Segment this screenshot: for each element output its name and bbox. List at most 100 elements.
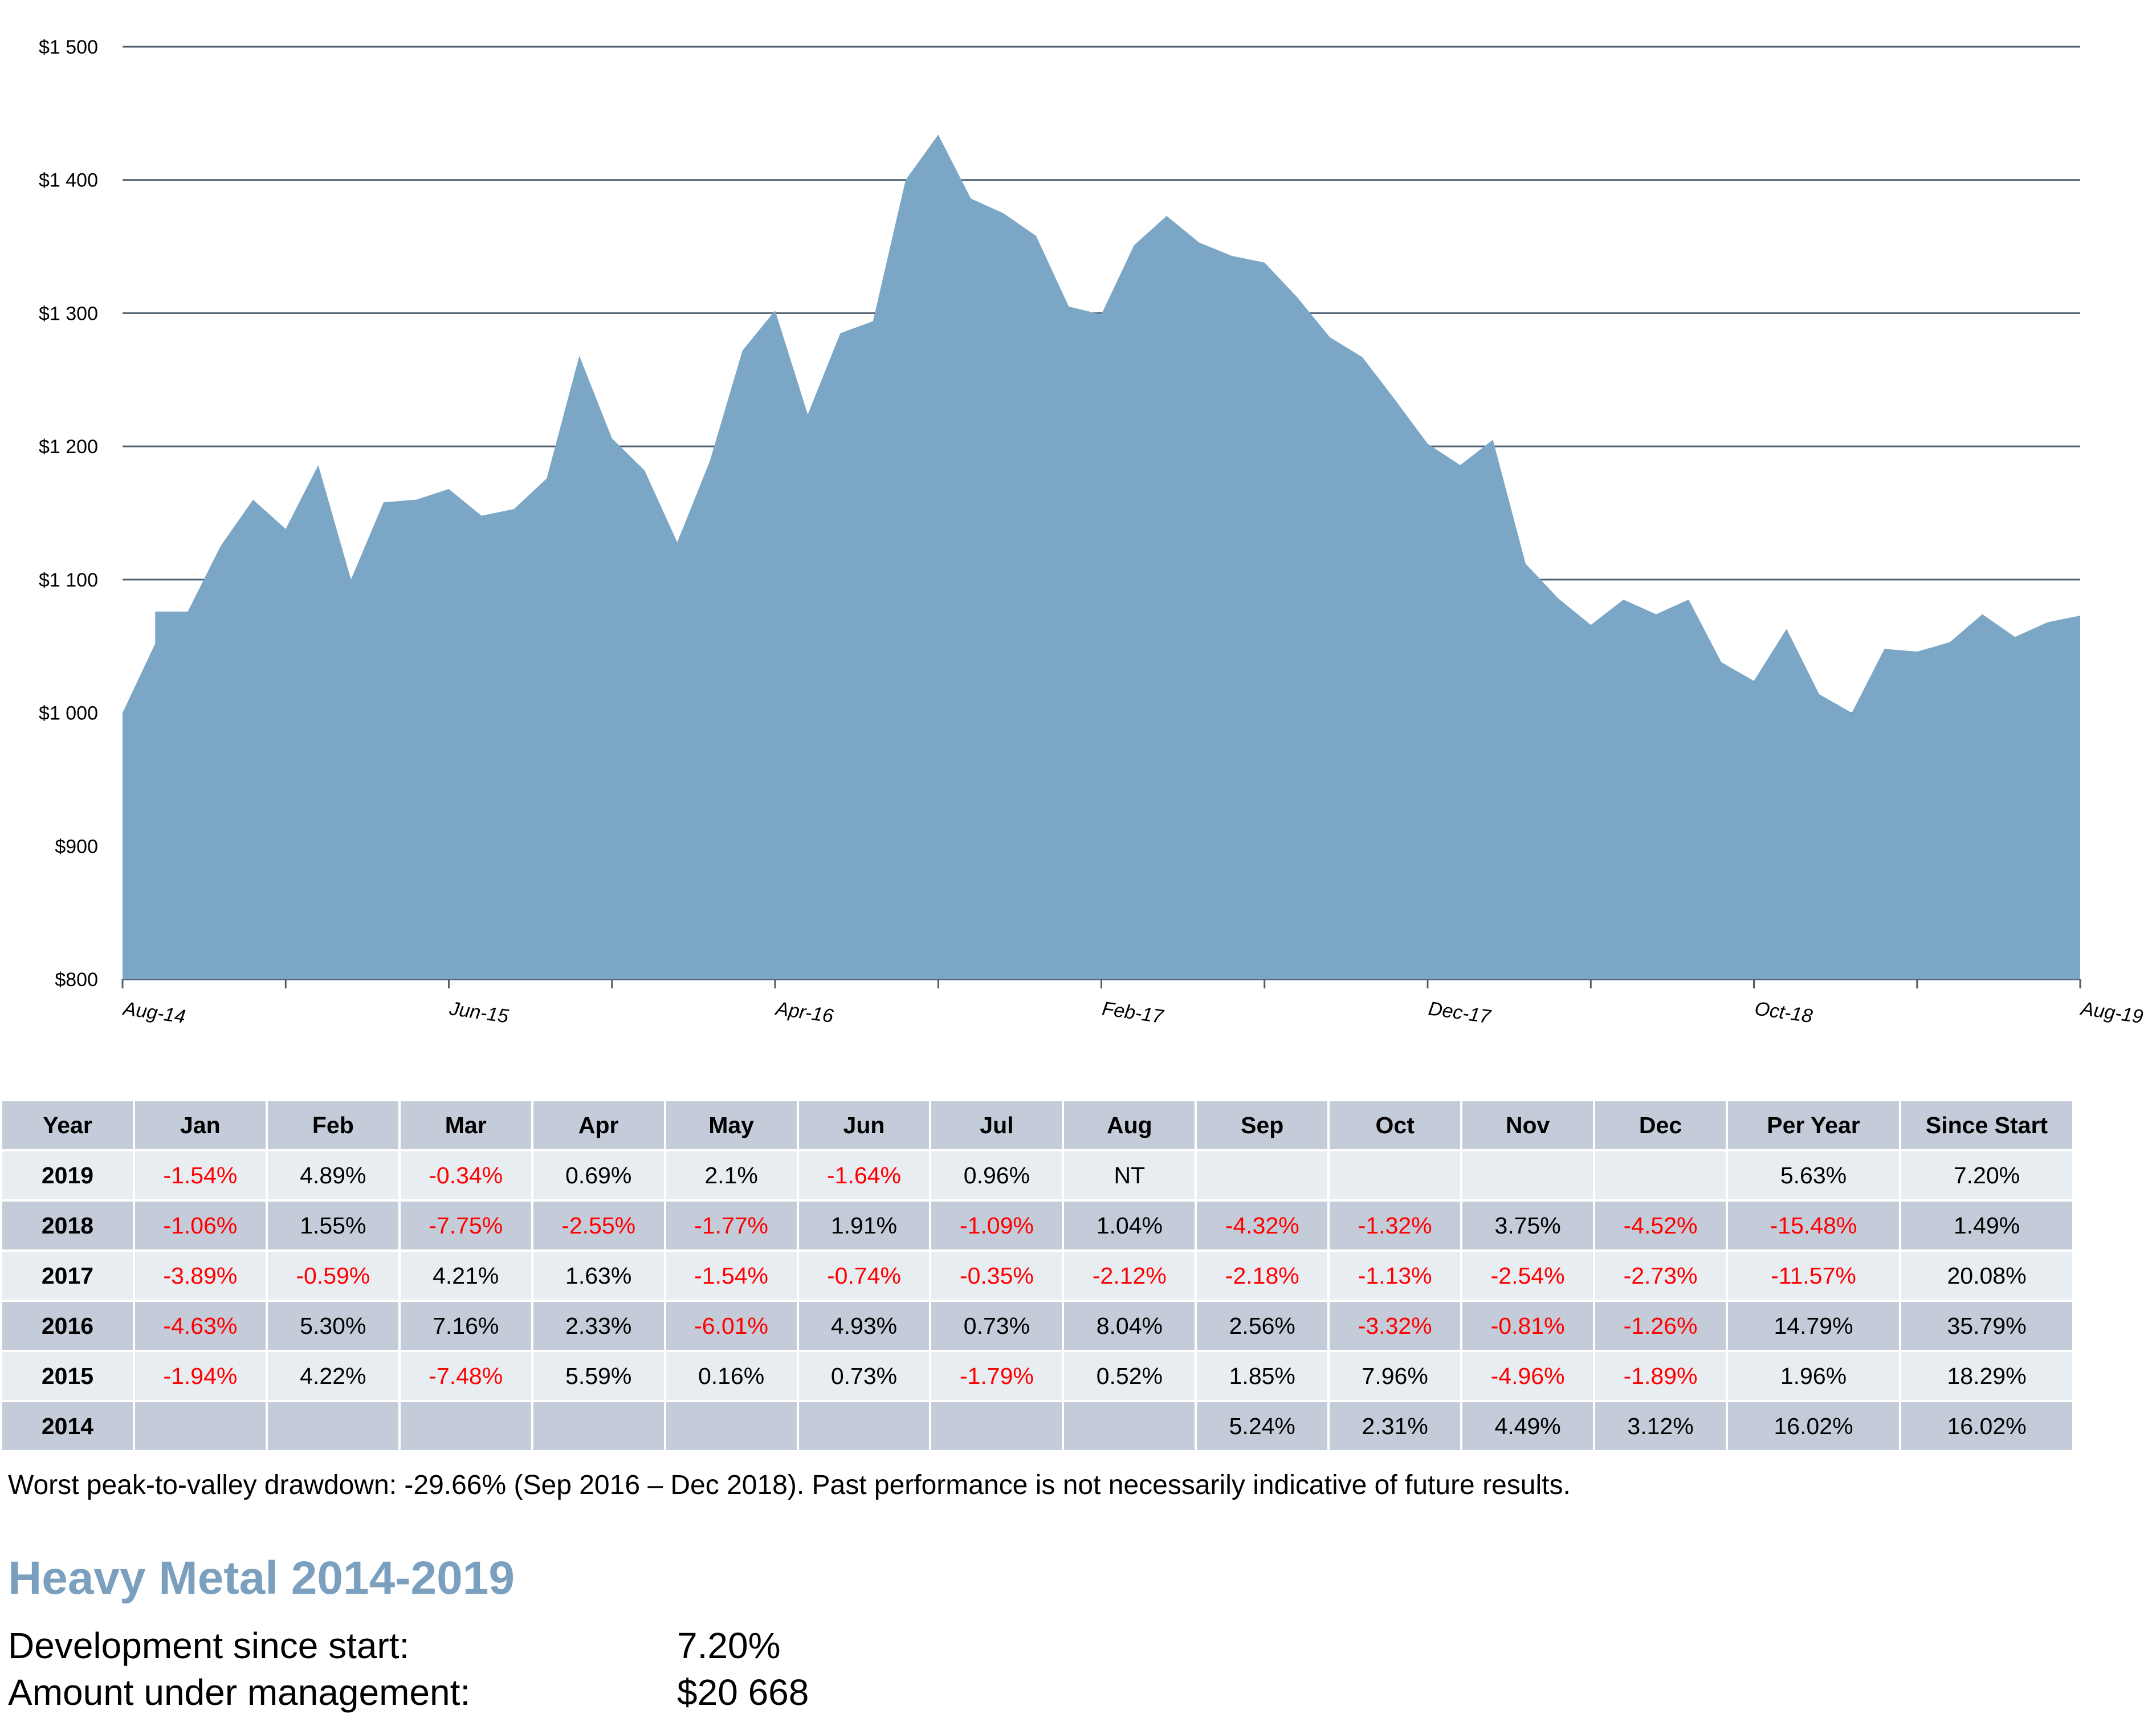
column-header: Dec <box>1593 1099 1728 1151</box>
return-cell: 5.30% <box>265 1300 401 1352</box>
return-cell: 0.69% <box>531 1149 666 1202</box>
x-tick-label: Jun-15 <box>447 998 510 1027</box>
return-cell: 2.33% <box>531 1300 666 1352</box>
return-cell: 2.56% <box>1195 1300 1330 1352</box>
return-cell: 0.73% <box>929 1300 1065 1352</box>
return-cell <box>929 1400 1065 1452</box>
return-cell <box>663 1400 799 1452</box>
return-cell: 1.96% <box>1726 1350 1901 1402</box>
return-cell: -1.54% <box>663 1249 799 1302</box>
table-row: 2019 -1.54% 4.89% -0.34% 0.69% 2.1% -1.64% 0.96… <box>0 1149 2075 1202</box>
return-cell: -0.59% <box>265 1249 401 1302</box>
table-header-row: Year Jan Feb Mar Apr May Jun Jul Aug Sep Oct Nov Dec… <box>0 1099 2075 1151</box>
return-cell: 8.04% <box>1062 1300 1197 1352</box>
column-header: Jul <box>929 1099 1065 1151</box>
return-cell: 16.02% <box>1899 1400 2075 1452</box>
return-cell <box>1593 1149 1728 1202</box>
return-cell: -1.77% <box>663 1199 799 1252</box>
return-cell: -2.18% <box>1195 1249 1330 1302</box>
fund-title: Heavy Metal 2014-2019 <box>8 1552 515 1604</box>
return-cell: -3.32% <box>1327 1300 1463 1352</box>
column-header: Jun <box>796 1099 932 1151</box>
return-cell: 0.16% <box>663 1350 799 1402</box>
return-cell: -2.55% <box>531 1199 666 1252</box>
return-cell: 20.08% <box>1899 1249 2075 1302</box>
return-cell: 14.79% <box>1726 1300 1901 1352</box>
return-cell: -4.96% <box>1460 1350 1596 1402</box>
return-cell: -1.32% <box>1327 1199 1463 1252</box>
return-cell: 1.49% <box>1899 1199 2075 1252</box>
return-cell <box>265 1400 401 1452</box>
column-header: Aug <box>1062 1099 1197 1151</box>
return-cell: -4.32% <box>1195 1199 1330 1252</box>
return-cell: -15.48% <box>1726 1199 1901 1252</box>
return-cell <box>1460 1149 1596 1202</box>
return-cell: -0.35% <box>929 1249 1065 1302</box>
y-tick-label: $1 000 <box>39 703 98 724</box>
performance-area-chart: $1 500 $1 400 $1 300 $1 200 $1 100 $1 000 $900… <box>39 36 2145 1028</box>
y-tick-label: $1 200 <box>39 436 98 458</box>
return-cell: 1.85% <box>1195 1350 1330 1402</box>
x-tick-label: Apr-16 <box>773 998 835 1027</box>
column-header: Sep <box>1195 1099 1330 1151</box>
x-tick-label: Dec-17 <box>1427 998 1493 1028</box>
return-cell: 4.93% <box>796 1300 932 1352</box>
return-cell: -7.75% <box>398 1199 533 1252</box>
return-cell: -11.57% <box>1726 1249 1901 1302</box>
return-cell: -3.89% <box>132 1249 268 1302</box>
return-cell: -1.94% <box>132 1350 268 1402</box>
return-cell: -4.63% <box>132 1300 268 1352</box>
return-cell: 7.16% <box>398 1300 533 1352</box>
column-header: Feb <box>265 1099 401 1151</box>
column-header: Apr <box>531 1099 666 1151</box>
return-cell <box>796 1400 932 1452</box>
amount-value: $20 668 <box>677 1672 809 1713</box>
year-cell: 2017 <box>0 1249 135 1302</box>
return-cell <box>1195 1149 1330 1202</box>
table-row: 2015 -1.94% 4.22% -7.48% 5.59% 0.16% 0.73% -1.7… <box>0 1350 2075 1402</box>
year-cell: 2014 <box>0 1400 135 1452</box>
column-header: Mar <box>398 1099 533 1151</box>
x-tick-label: Aug-14 <box>121 998 187 1028</box>
column-header: Per Year <box>1726 1099 1901 1151</box>
table-row: 2016 -4.63% 5.30% 7.16% 2.33% -6.01% 4.93% 0.73… <box>0 1300 2075 1352</box>
return-cell: -7.48% <box>398 1350 533 1402</box>
y-tick-label: $1 100 <box>39 569 98 591</box>
return-cell: 0.52% <box>1062 1350 1197 1402</box>
return-cell: -1.54% <box>132 1149 268 1202</box>
development-value: 7.20% <box>677 1625 781 1666</box>
return-cell: 3.75% <box>1460 1199 1596 1252</box>
year-cell: 2016 <box>0 1300 135 1352</box>
return-cell: 1.04% <box>1062 1199 1197 1252</box>
return-cell: 7.20% <box>1899 1149 2075 1202</box>
year-cell: 2015 <box>0 1350 135 1402</box>
y-axis-labels: $1 500 $1 400 $1 300 $1 200 $1 100 $1 000 $900… <box>39 36 98 991</box>
y-tick-label: $1 500 <box>39 36 98 58</box>
x-tick-label: Oct-18 <box>1753 998 1813 1027</box>
return-cell: 0.73% <box>796 1350 932 1402</box>
return-cell: 4.21% <box>398 1249 533 1302</box>
column-header: Year <box>0 1099 135 1151</box>
return-cell: 1.91% <box>796 1199 932 1252</box>
return-cell: 1.63% <box>531 1249 666 1302</box>
column-header: Jan <box>132 1099 268 1151</box>
y-tick-label: $1 300 <box>39 303 98 324</box>
column-header: Oct <box>1327 1099 1463 1151</box>
return-cell: -6.01% <box>663 1300 799 1352</box>
return-cell: 2.31% <box>1327 1400 1463 1452</box>
y-tick-label: $900 <box>55 836 98 857</box>
equity-area <box>123 135 2080 979</box>
return-cell: 3.12% <box>1593 1400 1728 1452</box>
amount-label: Amount under management: <box>8 1672 471 1713</box>
return-cell: -2.73% <box>1593 1249 1728 1302</box>
x-tick-label: Aug-19 <box>2078 998 2145 1028</box>
return-cell: 4.89% <box>265 1149 401 1202</box>
table-row: 2018 -1.06% 1.55% -7.75% -2.55% -1.77% 1.91% -1… <box>0 1199 2075 1252</box>
return-cell: -0.74% <box>796 1249 932 1302</box>
return-cell: -1.06% <box>132 1199 268 1252</box>
x-tick-label: Feb-17 <box>1101 998 1165 1028</box>
table-row: 2014 5.24% 2.31% 4.49% 3.12% 16.02% 16.02% <box>0 1400 2075 1452</box>
return-cell: -0.34% <box>398 1149 533 1202</box>
column-header: May <box>663 1099 799 1151</box>
return-cell: -2.12% <box>1062 1249 1197 1302</box>
